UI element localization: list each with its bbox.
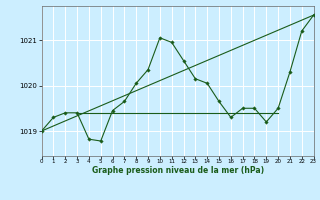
X-axis label: Graphe pression niveau de la mer (hPa): Graphe pression niveau de la mer (hPa) [92, 166, 264, 175]
